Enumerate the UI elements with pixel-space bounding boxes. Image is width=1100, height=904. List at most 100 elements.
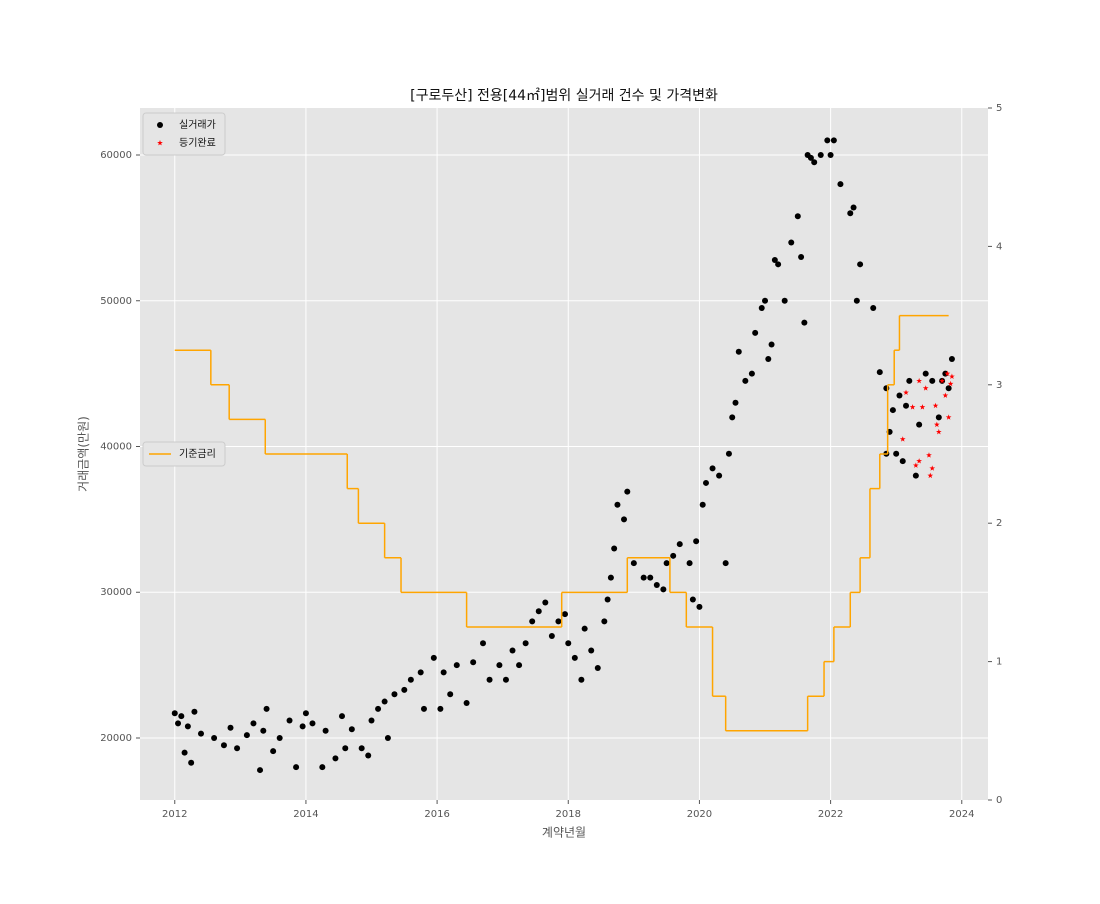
star-point	[916, 458, 922, 464]
point	[191, 708, 198, 715]
point	[263, 705, 270, 712]
star-point	[926, 452, 932, 458]
point	[870, 305, 877, 312]
point	[699, 501, 706, 508]
point	[227, 724, 234, 731]
point	[581, 625, 588, 632]
point	[794, 213, 801, 220]
point	[184, 723, 191, 730]
chart-title: [구로두산] 전용[44㎡]범위 실거래 건수 및 가격변화	[410, 88, 718, 104]
point	[604, 596, 611, 603]
point	[171, 710, 178, 717]
point	[676, 541, 683, 548]
point	[614, 501, 621, 508]
point	[250, 720, 257, 727]
point	[916, 421, 923, 428]
y2-tick-label: 3	[996, 380, 1002, 391]
point	[542, 599, 549, 606]
point	[660, 586, 667, 593]
point	[630, 560, 637, 567]
point	[896, 392, 903, 399]
point	[762, 297, 769, 304]
x-tick-label: 2016	[424, 809, 449, 820]
point	[847, 210, 854, 217]
point	[817, 152, 824, 159]
point	[181, 749, 188, 756]
point	[516, 662, 523, 669]
point	[742, 377, 749, 384]
point	[319, 764, 326, 771]
point	[417, 669, 424, 676]
legend-label: 등기완료	[179, 137, 216, 149]
star-point	[927, 472, 934, 479]
star-point	[919, 404, 926, 410]
point	[788, 239, 795, 246]
point	[830, 137, 837, 144]
point	[430, 654, 437, 661]
x-tick-label: 2024	[949, 809, 974, 820]
point	[912, 472, 919, 479]
point	[893, 450, 900, 457]
point	[561, 611, 568, 618]
point	[234, 745, 241, 752]
point	[935, 414, 942, 421]
point	[365, 752, 372, 759]
point	[257, 767, 264, 774]
star-point	[929, 465, 936, 471]
y-tick-label: 40000	[100, 442, 132, 453]
point	[302, 710, 309, 717]
star-point	[935, 428, 942, 435]
y-tick-label: 60000	[100, 150, 132, 161]
point	[391, 691, 398, 698]
point	[640, 574, 647, 581]
point	[857, 261, 864, 268]
y2-tick-label: 5	[996, 103, 1002, 114]
y-axis-label: 거래금액(만원)	[77, 416, 91, 492]
point	[342, 745, 349, 752]
point	[178, 713, 185, 720]
point	[407, 676, 414, 683]
point	[716, 472, 723, 479]
point	[375, 705, 382, 712]
point	[381, 698, 388, 705]
x-tick-label: 2018	[556, 809, 581, 820]
point	[565, 640, 572, 647]
star-point	[945, 414, 952, 420]
point	[299, 723, 306, 730]
point	[243, 732, 250, 739]
point	[358, 745, 365, 752]
point	[693, 538, 700, 545]
point	[722, 560, 729, 567]
point	[758, 305, 765, 312]
point	[440, 669, 447, 676]
x-tick-label: 2020	[687, 809, 712, 820]
star-point	[933, 421, 940, 428]
point	[686, 560, 693, 567]
point	[765, 356, 772, 363]
point	[752, 329, 759, 336]
point	[621, 516, 628, 523]
point	[883, 385, 890, 392]
star-point	[922, 385, 929, 391]
point	[535, 608, 542, 615]
point	[293, 764, 300, 771]
legend-label: 실거래가	[179, 119, 216, 131]
star-point	[939, 377, 945, 384]
point	[906, 377, 913, 384]
y-tick-label: 50000	[100, 296, 132, 307]
point	[702, 479, 709, 486]
legend-label: 기준금리	[179, 448, 216, 460]
point	[548, 632, 555, 639]
point	[601, 618, 608, 625]
y2-tick-label: 2	[996, 518, 1002, 529]
point	[220, 742, 227, 749]
legend-box	[142, 112, 226, 156]
point	[338, 713, 345, 720]
point	[807, 154, 814, 161]
point	[876, 369, 883, 376]
x-tick-label: 2014	[293, 809, 318, 820]
legend-box	[142, 441, 226, 467]
point	[502, 676, 509, 683]
point	[768, 341, 775, 348]
